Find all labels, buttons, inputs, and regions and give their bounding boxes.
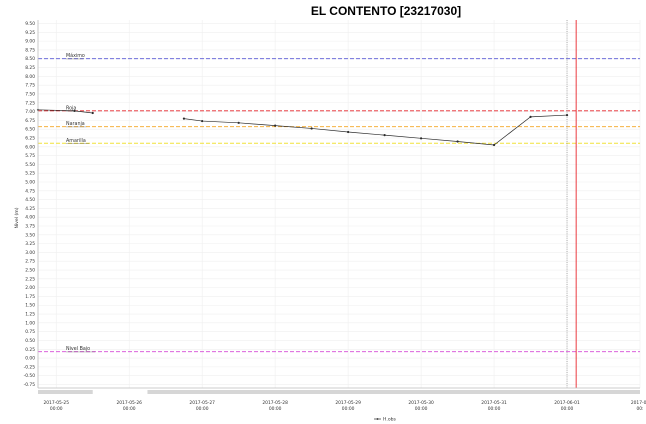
y-tick-label: 9.50 (25, 21, 35, 27)
y-tick-label: 8.50 (25, 56, 35, 62)
x-tick-label: 2017-06 (631, 400, 646, 406)
reference-line-label: Amarilla (66, 138, 86, 144)
y-axis-title: Nivel (m) (14, 207, 20, 228)
reference-line-label: Roja (66, 105, 76, 111)
reference-line-label: Máximo (66, 52, 85, 59)
y-tick-label: 9.00 (25, 39, 35, 45)
y-tick-label: 5.75 (25, 153, 35, 159)
y-tick-label: 6.75 (25, 118, 35, 124)
reference-lines: Máximo Roja Naranja Amarilla Nivel Bajo (38, 52, 640, 352)
y-tick-label: 2.25 (25, 276, 35, 282)
y-tick-label: 4.75 (25, 188, 35, 194)
x-tick-label: 2017-05-27 (189, 400, 215, 406)
y-tick-label: 4.00 (25, 215, 35, 221)
y-tick-label: 2.50 (25, 268, 35, 274)
scrollbar[interactable] (38, 390, 640, 394)
data-point (73, 109, 76, 112)
y-tick-label: 9.25 (25, 30, 35, 36)
legend-label: H.obs (383, 417, 397, 423)
vertical-markers (566, 20, 577, 388)
data-point (310, 127, 313, 130)
x-tick-label: 00:00 (50, 406, 63, 412)
y-tick-label: 5.25 (25, 171, 35, 177)
y-tick-label: 6.50 (25, 127, 35, 133)
x-tick-label: 2017-05-29 (335, 400, 361, 406)
y-tick-label: 7.50 (25, 91, 35, 97)
y-tick-label: 1.50 (25, 303, 35, 309)
y-tick-label: 0.25 (25, 347, 35, 353)
x-tick-label: 2017-05-28 (262, 400, 288, 406)
y-tick-label: 7.75 (25, 83, 35, 89)
data-point (347, 130, 350, 134)
y-tick-labels: 9.50 9.25 9.00 8.75 8.50 8.25 8.00 7.75 7.50 7.25… (24, 21, 36, 388)
y-tick-label: 3.75 (25, 224, 35, 230)
data-point (274, 124, 277, 127)
y-tick-label: 3.00 (25, 250, 35, 256)
y-tick-label: 5.50 (25, 162, 35, 168)
x-tick-label: 00:00 (415, 406, 428, 412)
scrollbar-track (38, 390, 640, 394)
y-tick-label: 0.00 (25, 356, 35, 362)
x-tick-label: 00:00 (342, 406, 355, 412)
data-point (419, 137, 423, 140)
series-line (183, 114, 568, 146)
data-point (91, 111, 94, 115)
y-tick-label: 5.00 (25, 179, 35, 185)
y-tick-label: -0.25 (24, 364, 36, 370)
data-point (201, 119, 204, 123)
y-tick-label: 3.25 (25, 241, 35, 247)
x-tick-label: 2017-05-25 (43, 400, 69, 406)
legend-swatch-point (376, 418, 379, 420)
y-tick-label: 2.00 (25, 285, 35, 291)
data-point (182, 117, 186, 120)
y-tick-label: 1.25 (25, 312, 35, 318)
y-tick-label: 7.25 (25, 100, 35, 106)
x-tick-label: 00:00 (196, 406, 209, 412)
x-tick-label: 2017-06-01 (554, 400, 580, 406)
y-tick-label: 8.75 (25, 47, 35, 53)
x-tick-label: 00:00 (488, 406, 501, 412)
y-tick-label: 4.25 (25, 206, 35, 212)
data-point (492, 143, 496, 147)
x-tick-label: 00: (636, 406, 643, 412)
y-tick-label: 2.75 (25, 259, 35, 265)
grid (38, 20, 641, 388)
scrollbar-gap (92, 390, 148, 394)
legend: H.obs (374, 417, 397, 423)
y-tick-label: 4.50 (25, 197, 35, 203)
y-tick-label: 6.00 (25, 144, 35, 150)
data-point (237, 121, 240, 124)
x-tick-label: 2017-05-26 (116, 400, 142, 406)
x-tick-labels: 2017-05-2500:002017-05-2600:002017-05-27… (43, 400, 646, 412)
y-tick-label: -0.75 (24, 382, 36, 388)
y-tick-label: 8.25 (25, 65, 35, 71)
y-tick-label: 1.00 (25, 320, 35, 326)
data-point (565, 113, 569, 117)
x-tick-label: 00:00 (123, 406, 136, 412)
y-tick-label: 6.25 (25, 135, 35, 141)
data-point (529, 115, 532, 118)
x-tick-label: 00:00 (269, 406, 282, 412)
reference-line-label: Naranja (66, 121, 85, 127)
x-tick-label: 00:00 (561, 406, 574, 412)
y-tick-label: 0.75 (25, 329, 35, 335)
x-tick-label: 2017-05-31 (481, 400, 507, 406)
y-tick-label: 3.50 (25, 232, 35, 238)
y-tick-label: 0.50 (25, 338, 35, 344)
reference-line-label: Nivel Bajo (66, 346, 90, 352)
x-tick-label: 2017-05-30 (408, 400, 434, 406)
y-tick-label: 8.00 (25, 74, 35, 80)
chart-title: EL CONTENTO [23217030] (311, 4, 461, 18)
y-tick-label: 1.75 (25, 294, 35, 300)
y-tick-label: 7.00 (25, 109, 35, 115)
data-point (456, 140, 459, 143)
data-point (383, 134, 386, 137)
y-tick-label: -0.50 (24, 373, 36, 379)
series-lines (36, 108, 569, 147)
